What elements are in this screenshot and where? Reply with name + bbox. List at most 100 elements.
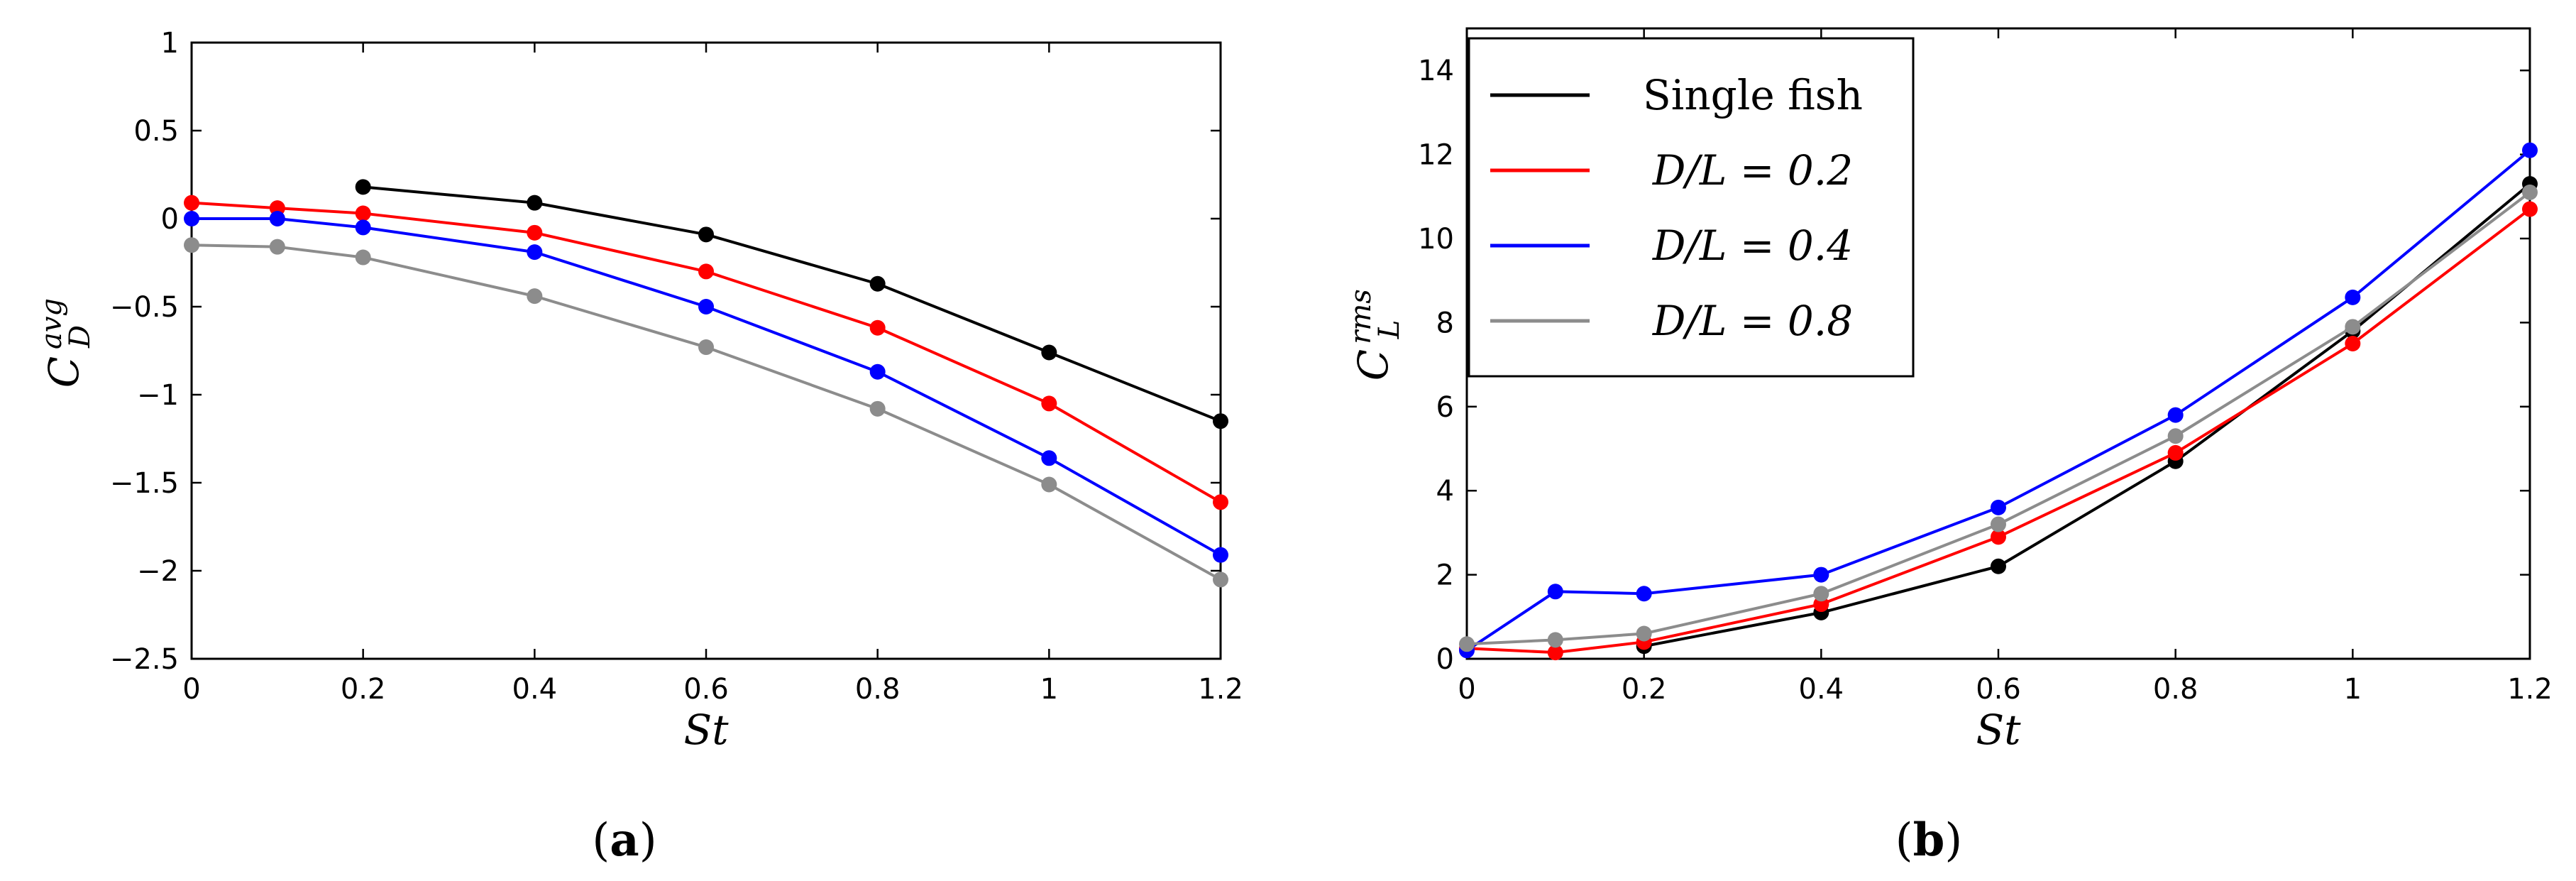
y-tick-label: 2 (1436, 559, 1454, 592)
y-tick-label: 0.5 (133, 115, 179, 148)
data-point-d-l-0-2 (2167, 444, 2184, 461)
data-point-d-l-0-4 (869, 363, 886, 380)
y-tick-label: 8 (1436, 307, 1454, 339)
series-line-d-l-0-2 (1466, 207, 2531, 655)
data-point-d-l-0-2 (527, 224, 543, 241)
data-point-d-l-0-8 (355, 249, 371, 266)
series-line-d-l-0-8 (191, 243, 1221, 581)
panel-label-letter: a (610, 814, 639, 867)
data-point-d-l-0-8 (2345, 319, 2361, 335)
legend: Single fish D/L = 0.2 D/L = 0.4 D/L = 0.8 (1468, 37, 1915, 378)
x-tick-label: 0 (1458, 673, 1475, 706)
y-tick-label: −1.5 (110, 467, 179, 500)
data-point-d-l-0-2 (1213, 494, 1228, 510)
y-axis-label-main: C (40, 356, 88, 388)
y-tick-label: 12 (1418, 139, 1454, 172)
data-point-single-fish (869, 275, 886, 292)
x-axis-label: St (683, 706, 729, 754)
plot-frame (190, 41, 1222, 660)
y-axis-label-superscript: avg (35, 298, 68, 349)
data-point-single-fish (1213, 413, 1228, 429)
x-tick-label: 0.4 (512, 673, 558, 706)
legend-label-d-l-0-4: D/L = 0.4 (1652, 221, 1853, 270)
data-point-d-l-0-8 (1041, 476, 1057, 493)
data-point-d-l-0-8 (1813, 586, 1829, 602)
y-axis-label-subscript: L (1373, 320, 1406, 340)
legend-label-single-fish: Single fish (1643, 71, 1863, 119)
panel-label-letter: b (1913, 814, 1945, 867)
y-tick-label: 6 (1436, 391, 1454, 424)
y-axis-label-main: C (1349, 349, 1397, 381)
data-point-d-l-0-8 (1636, 625, 1652, 642)
y-tick-label: 0 (1436, 643, 1454, 676)
x-tick-label: 1 (2344, 673, 2362, 706)
data-point-d-l-0-8 (1547, 632, 1563, 648)
panel-label-open-paren: ( (1895, 814, 1913, 867)
data-point-d-l-0-8 (2167, 428, 2184, 444)
panel-label: (b) (1895, 814, 1963, 867)
series-line-single-fish (1644, 182, 2531, 648)
x-tick-label: 0.4 (1799, 673, 1844, 706)
data-point-d-l-0-2 (1547, 645, 1563, 661)
x-tick-label: 0.6 (683, 673, 729, 706)
series-line-d-l-0-8 (1466, 191, 2531, 646)
data-point-d-l-0-2 (698, 263, 714, 280)
panel-label-close-paren: ) (1944, 814, 1962, 867)
data-point-d-l-0-4 (527, 244, 543, 261)
panel-label-close-paren: ) (639, 814, 657, 867)
plot-frame (1465, 27, 2531, 660)
panel-a-chart: 0 0.2 0.4 0.6 0.8 1 1.2 −2.5 −2 −1.5 −1 −0.5 0 0.5 1 St… (35, 27, 1243, 867)
x-tick-label: 0.6 (1976, 673, 2021, 706)
data-point-d-l-0-8 (1991, 516, 2006, 532)
y-tick-label: −2.5 (110, 643, 179, 676)
data-point-d-l-0-4 (1547, 584, 1563, 600)
y-tick-label: 4 (1436, 475, 1454, 508)
x-tick-label: 0 (182, 673, 200, 706)
x-tick-label: 0.2 (1622, 673, 1667, 706)
x-tick-label: 0.8 (2153, 673, 2198, 706)
data-point-d-l-0-4 (1041, 450, 1057, 466)
x-tick-label: 0.8 (855, 673, 901, 706)
data-point-d-l-0-2 (355, 205, 371, 221)
legend-label-d-l-0-8: D/L = 0.8 (1652, 297, 1853, 345)
data-point-d-l-0-2 (869, 319, 886, 336)
x-tick-label: 1.2 (2507, 673, 2553, 706)
y-axis-label-subscript: D (64, 325, 97, 349)
data-point-d-l-0-8 (527, 288, 543, 305)
data-point-d-l-0-8 (869, 400, 886, 417)
data-point-d-l-0-2 (2345, 336, 2361, 351)
data-point-d-l-0-4 (1813, 567, 1829, 583)
data-point-d-l-0-2 (184, 195, 199, 211)
y-tick-label: 1 (161, 27, 179, 60)
data-point-d-l-0-4 (355, 219, 371, 236)
data-point-d-l-0-8 (698, 339, 714, 356)
data-point-d-l-0-8 (1213, 571, 1228, 588)
y-tick-label: 0 (161, 203, 179, 236)
legend-label-d-l-0-2: D/L = 0.2 (1652, 146, 1853, 195)
data-point-d-l-0-4 (698, 299, 714, 314)
data-point-d-l-0-2 (1991, 529, 2006, 545)
y-axis-label-superscript: rms (1345, 289, 1377, 344)
y-tick-label: −2 (137, 555, 179, 588)
y-tick-label: 10 (1418, 223, 1454, 256)
data-point-d-l-0-4 (1213, 547, 1228, 563)
series-line-d-l-0-4 (192, 217, 1221, 557)
x-tick-label: 0.2 (341, 673, 386, 706)
data-point-d-l-0-8 (269, 239, 285, 255)
x-tick-label: 1 (1040, 673, 1058, 706)
y-tick-label: −1 (137, 379, 179, 412)
data-point-d-l-0-4 (2345, 289, 2361, 305)
data-point-d-l-0-4 (269, 211, 285, 226)
data-point-d-l-0-8 (2522, 184, 2538, 200)
data-point-d-l-0-4 (2167, 407, 2184, 423)
series-line-d-l-0-2 (191, 201, 1221, 504)
data-point-single-fish (1991, 558, 2006, 574)
y-tick-label: 14 (1418, 55, 1454, 87)
panel-label: (a) (592, 814, 656, 867)
data-point-single-fish (1041, 344, 1057, 361)
